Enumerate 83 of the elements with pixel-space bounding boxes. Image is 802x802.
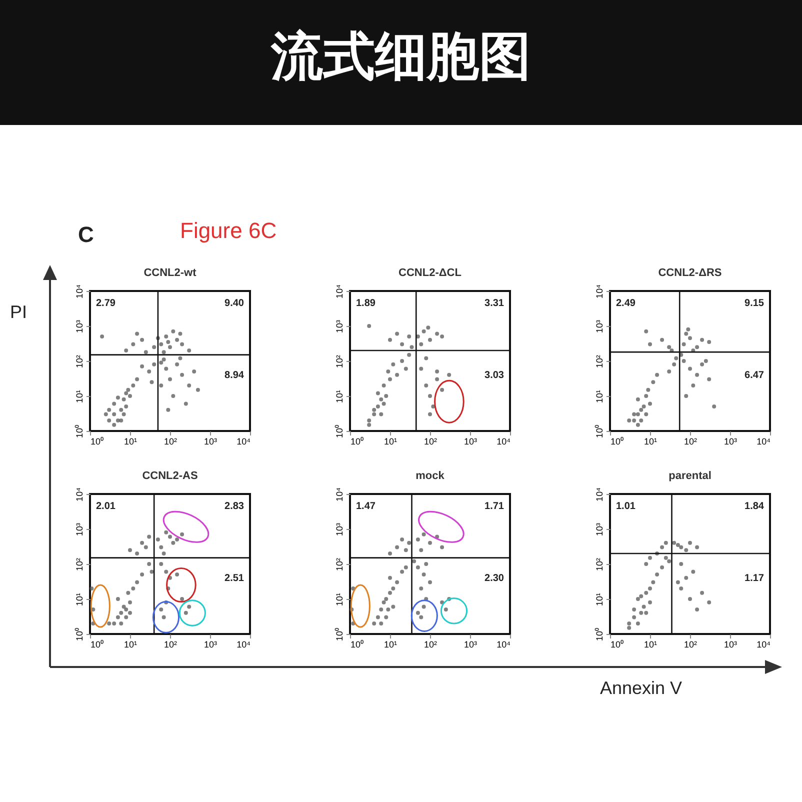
x-tick-label: 10⁴	[496, 436, 511, 446]
x-tick-label: 10³	[724, 436, 738, 446]
x-tick-label: 10¹	[384, 640, 398, 650]
x-tick-label: 10²	[424, 640, 438, 650]
annotation: 1.89	[356, 298, 376, 309]
y-tick-label: 10⁴	[74, 284, 84, 298]
annotation: 2.30	[484, 573, 504, 584]
x-tick-label: 10²	[424, 436, 438, 446]
annotation: 2.79	[96, 298, 116, 309]
y-tick-label: 10³	[594, 522, 604, 536]
x-tick-label: 10³	[464, 640, 478, 650]
annotation: 1.47	[356, 501, 376, 512]
annotation: 2.83	[224, 501, 244, 512]
annotation: 9.40	[224, 298, 244, 309]
y-tick-label: 10⁴	[594, 284, 604, 298]
chart-title: CCNL2-AS	[142, 470, 198, 482]
annotation: 8.94	[224, 370, 244, 381]
annotation: 6.47	[744, 370, 764, 381]
text: 流式细胞图	[270, 26, 532, 89]
chart-title: CCNL2-wt	[144, 267, 197, 280]
y-tick-label: 10³	[594, 320, 604, 334]
y-tick-label: 10²	[74, 558, 84, 572]
x-tick-label: 10¹	[384, 436, 398, 446]
y-tick-label: 10¹	[334, 390, 344, 404]
x-tick-label: 10¹	[644, 640, 658, 650]
chart-title: mock	[416, 470, 446, 482]
y-tick-label: 10³	[74, 522, 84, 536]
x-tick-label: 10⁰	[90, 436, 104, 446]
x-tick-label: 10⁴	[236, 640, 251, 650]
x-tick-label: 10²	[164, 640, 178, 650]
annotation: 2.49	[616, 298, 636, 309]
y-tick-label: 10¹	[74, 390, 84, 404]
y-tick-label: 10⁴	[334, 284, 344, 298]
y-tick-label: 10²	[334, 354, 344, 368]
x-tick-label: 10²	[164, 436, 178, 446]
y-tick-label: 10³	[74, 320, 84, 334]
x-tick-label: 10²	[684, 436, 698, 446]
x-tick-label: 10³	[204, 640, 218, 650]
x-tick-label: 10⁰	[350, 436, 364, 446]
annotation: 1.84	[744, 501, 764, 512]
y-tick-label: 10³	[334, 320, 344, 334]
x-tick-label: 10⁰	[350, 640, 364, 650]
y-tick-label: 10¹	[594, 390, 604, 404]
x-tick-label: 10¹	[124, 640, 138, 650]
chart-title: parental	[668, 470, 712, 482]
x-tick-label: 10⁰	[610, 436, 624, 446]
y-tick-label: 10²	[594, 558, 604, 572]
annotation: 2.51	[224, 573, 244, 584]
annotation: 9.15	[744, 298, 764, 309]
y-tick-label: 10²	[334, 558, 344, 572]
x-tick-label: 10⁴	[756, 436, 771, 446]
y-tick-label: 10⁴	[334, 487, 344, 502]
annotation: 3.31	[484, 298, 504, 309]
x-tick-label: 10³	[464, 436, 478, 446]
y-tick-label: 10¹	[594, 592, 604, 606]
y-tick-label: 10²	[594, 354, 604, 368]
chart-title: CCNL2-ΔCL	[398, 267, 462, 280]
y-tick-label: 10¹	[334, 592, 344, 606]
text: Annexin V	[600, 678, 682, 699]
annotation: 2.01	[96, 501, 116, 512]
x-tick-label: 10¹	[644, 436, 658, 446]
annotation: 1.17	[744, 573, 764, 584]
text: PI	[10, 302, 28, 323]
annotation: 1.01	[616, 501, 636, 512]
x-tick-label: 10³	[204, 436, 218, 446]
x-tick-label: 10⁴	[756, 640, 771, 650]
caption: Figure 6C	[180, 218, 277, 244]
x-tick-label: 10²	[684, 640, 698, 650]
y-tick-label: 10²	[74, 354, 84, 368]
y-tick-label: 10⁴	[594, 487, 604, 502]
chart-title: CCNL2-ΔRS	[658, 267, 722, 280]
x-tick-label: 10⁴	[236, 436, 251, 446]
x-tick-label: 10⁰	[90, 640, 104, 650]
annotation: 1.71	[484, 501, 504, 512]
x-tick-label: 10¹	[124, 436, 138, 446]
text: C	[78, 222, 94, 248]
y-tick-label: 10¹	[74, 592, 84, 606]
y-tick-label: 10⁴	[74, 487, 84, 502]
x-tick-label: 10⁰	[610, 640, 624, 650]
annotation: 3.03	[484, 370, 504, 381]
y-tick-label: 10³	[334, 522, 344, 536]
x-tick-label: 10⁴	[496, 640, 511, 650]
x-tick-label: 10³	[724, 640, 738, 650]
